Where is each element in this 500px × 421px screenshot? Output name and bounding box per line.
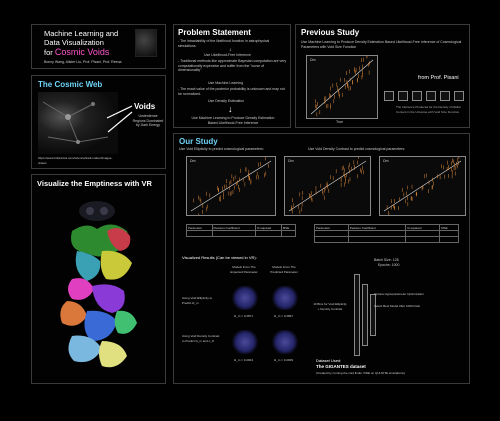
problem-heading: Problem Statement — [178, 28, 251, 37]
previous-inference-text: The Inference Produced for the Density o… — [396, 105, 462, 114]
title-highlight: Cosmic Voids — [54, 47, 110, 57]
row2-label: Using Void Density Contrast to Predict Ω… — [182, 334, 220, 343]
row1-label: Using Void Ellipticity to Predict Ω_m — [182, 296, 213, 305]
contrast-scatter-2 — [383, 157, 462, 215]
title-for: for — [44, 48, 53, 57]
title-panel: Machine Learning and Data Visualization … — [31, 24, 166, 69]
visualized-title: Visualized Results (Can be viewed in VR)… — [182, 255, 257, 260]
problem-p2: - Traditional methods like approximate B… — [178, 59, 287, 72]
our-study-panel: Our Study Use Void Ellipticity to predic… — [173, 133, 470, 384]
contrast-scatter-1 — [288, 157, 367, 214]
contrast-text: Use Void Density Contrast to predict cos… — [308, 147, 406, 151]
dataset-label: Dataset Used: — [316, 358, 342, 363]
previous-heading: Previous Study — [301, 28, 360, 37]
nn-diagram — [384, 91, 466, 101]
cosmic-thumbnail — [135, 29, 157, 57]
title-line2: Data Visualization — [44, 38, 104, 47]
title-line3: for Cosmic Voids — [44, 47, 109, 57]
col-predicted: Models From The Predicted Parameter — [270, 265, 298, 274]
contrast-plot-1: Ωm — [284, 156, 371, 216]
ellipticity-plot: Ωm — [186, 156, 276, 216]
previous-plot-label: Ωm — [310, 58, 316, 62]
big-down-arrow-icon: ↓ — [228, 104, 233, 114]
ellipticity-text: Use Void Ellipticity to predict cosmolog… — [179, 147, 264, 151]
epochs: Epochs: 1000 — [378, 263, 400, 267]
our-study-heading: Our Study — [179, 137, 218, 146]
problem-use1: Use Likelihood-Free Inference — [204, 53, 251, 57]
previous-scatter — [310, 56, 374, 117]
problem-p3: - The exact value of the posterior proba… — [178, 87, 285, 96]
vr-panel: Visualize the Emptiness with VR — [31, 174, 166, 384]
ellipticity-scatter — [190, 157, 272, 215]
batch-size: Batch Size: 128 — [374, 258, 399, 262]
contrast-plot-2-label: Ωm — [383, 159, 389, 163]
title-authors: Bonny Wang, Alister Liu, Prof. Pisani, P… — [44, 60, 122, 64]
problem-panel: Problem Statement - The intractability o… — [173, 24, 291, 128]
cosmic-web-filaments — [42, 101, 109, 144]
ellipticity-plot-label: Ωm — [190, 159, 196, 163]
r2b: Ω_m = 0.2909 — [274, 358, 294, 362]
down-arrow-icon: ↓ — [229, 47, 232, 53]
dataset-desc: (Created by running the void finder VIDE… — [316, 371, 405, 375]
voids-label: Voids — [134, 102, 156, 111]
r2a: Ω_m = 0.2904 — [234, 358, 254, 362]
void-blob-1b — [272, 286, 298, 310]
problem-conclusion: Use Machine Learning to Produce Density … — [191, 116, 275, 125]
title-line1: Machine Learning and — [44, 29, 119, 38]
ellipticity-table: Parameter Pearson Coefficient R-squared MSE — [186, 224, 297, 237]
cosmic-web-panel: The Cosmic Web Voids Underdense Regions … — [31, 75, 166, 169]
cosmic-web-caption: https://www.britannica.com/science/dark-… — [38, 156, 113, 165]
cosmic-web-image — [38, 92, 118, 154]
vr-heading: Visualize the Emptiness with VR — [37, 179, 152, 188]
previous-plot: Ωm — [306, 55, 378, 119]
arrows — [106, 105, 133, 133]
optuna-text: Optuna Hyperparameter Optimization — [374, 292, 424, 296]
void-blob-2b — [272, 330, 298, 354]
contrast-plot-2: Ωm — [379, 156, 466, 216]
vr-headset-icon — [79, 201, 115, 221]
problem-use3: Use Density Estimation — [208, 99, 245, 103]
r1a: Ω_m = 0.2871 — [234, 314, 254, 318]
void-blob-2a — [232, 330, 258, 354]
best-model-text: Select Best Model After 1000 trials — [374, 304, 420, 308]
voids-desc: Underdense Regions Dominated by Dark Ene… — [132, 114, 164, 127]
cosmic-web-heading: The Cosmic Web — [38, 80, 103, 89]
problem-p1: - The intractability of the likelihood f… — [178, 39, 270, 48]
problem-use2: Use Machine Learning — [208, 81, 244, 85]
contrast-plot-1-label: Ωm — [288, 159, 294, 163]
r1b: Ω_m = 0.2897 — [274, 314, 294, 318]
nn-stack — [354, 274, 414, 356]
previous-credit: from Prof. Pisani — [418, 75, 459, 81]
bins-text: 10 Bins for Void Ellipticity + Density C… — [313, 302, 347, 311]
previous-xlabel: True — [336, 120, 344, 124]
previous-panel: Previous Study Use Machine Learning to P… — [295, 24, 470, 128]
vr-visualization — [60, 201, 137, 368]
col-trained: Models From The Expected Parameter — [230, 265, 258, 274]
void-blob-1a — [232, 286, 258, 310]
contrast-table: Parameter Pearson Coefficient R-squared MSE — [314, 224, 459, 243]
dataset-name: The GIGANTES dataset — [316, 364, 366, 369]
previous-desc: Use Machine Learning to Produce Density … — [301, 40, 462, 49]
